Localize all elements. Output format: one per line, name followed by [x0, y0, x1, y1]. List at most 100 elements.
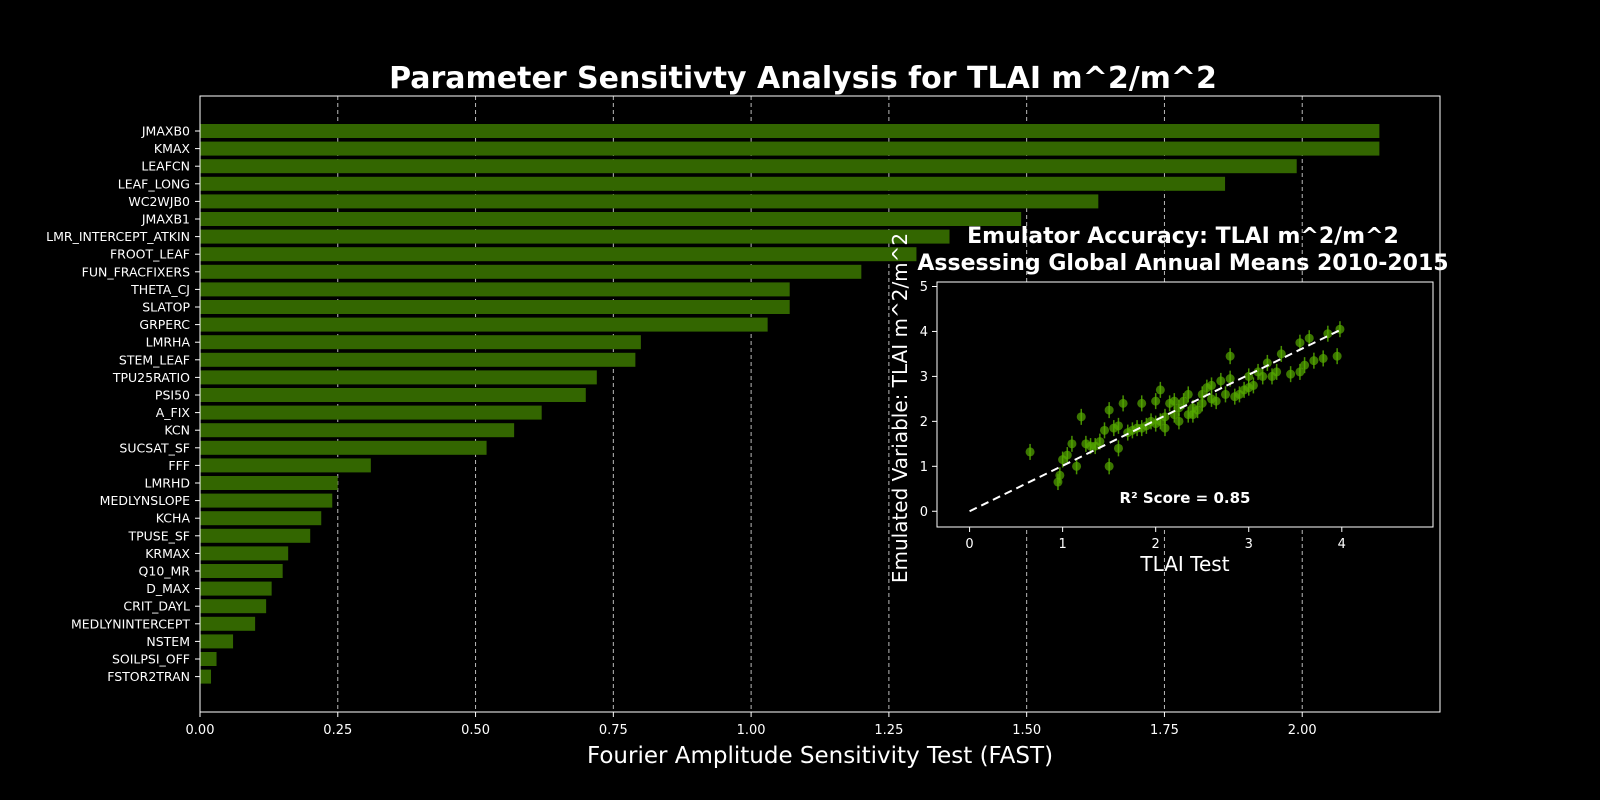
- bar: [200, 194, 1099, 209]
- scatter-point: [1286, 366, 1296, 383]
- bar: [200, 599, 267, 614]
- bar: [200, 352, 636, 367]
- main-x-tick-label: 0.50: [461, 723, 490, 738]
- category-label: PSI50: [155, 388, 190, 403]
- scatter-point: [1104, 402, 1114, 419]
- main-x-tick-label: 2.00: [1288, 723, 1317, 738]
- bar: [200, 388, 586, 402]
- scatter-point: [1248, 377, 1258, 394]
- main-x-tick-label: 1.50: [1012, 723, 1041, 738]
- scatter-point: [1323, 325, 1333, 342]
- scatter-point: [1151, 393, 1161, 410]
- main-category-labels: JMAXB0 KMAX LEAFCN LEAF_LONG WC2WJB0 JMAXB1 LM…: [46, 124, 200, 684]
- category-label: JMAXB0: [141, 124, 190, 139]
- category-label: LEAF_LONG: [118, 176, 190, 191]
- scatter-point: [1272, 363, 1282, 380]
- bar: [200, 669, 212, 684]
- inset-y-ticks: 0 1 2 3 4 5: [920, 280, 937, 520]
- scatter-point: [1169, 393, 1179, 410]
- scatter-point: [1025, 443, 1035, 460]
- category-label: LEAFCN: [141, 159, 190, 174]
- main-plot-frame: [199, 95, 1441, 713]
- category-label: TPUSE_SF: [127, 528, 190, 543]
- bar: [200, 440, 487, 455]
- scatter-point: [1183, 386, 1193, 403]
- bar: [200, 247, 917, 262]
- main-bars: [200, 124, 1380, 684]
- scatter-point: [1225, 348, 1235, 365]
- bar: [200, 493, 333, 508]
- scatter-point: [1100, 422, 1110, 439]
- inset-x-tick-label: 0: [965, 537, 973, 552]
- bar: [200, 124, 1380, 138]
- scatter-point: [1137, 395, 1147, 412]
- category-label: CRIT_DAYL: [123, 599, 190, 614]
- scatter-point: [1197, 395, 1207, 412]
- bar: [200, 652, 217, 666]
- main-x-tick-label: 0.25: [323, 723, 352, 738]
- scatter-point: [1155, 381, 1165, 398]
- scatter-point: [1318, 350, 1328, 367]
- scatter-point: [1062, 447, 1072, 464]
- main-x-tick-label: 1.75: [1150, 723, 1179, 738]
- inset-y-tick-label: 5: [920, 280, 928, 295]
- category-label: SLATOP: [142, 300, 190, 315]
- inset-chart-subtitle: Assessing Global Annual Means 2010-2015: [917, 251, 1448, 276]
- scatter-point: [1174, 413, 1184, 430]
- inset-x-ticks: 0 1 2 3 4: [965, 527, 1346, 552]
- category-label: LMRHD: [145, 476, 190, 491]
- inset-x-tick-label: 1: [1058, 537, 1066, 552]
- category-label: MEDLYNINTERCEPT: [71, 616, 190, 631]
- inset-y-tick-label: 3: [920, 370, 928, 385]
- scatter-point: [1211, 393, 1221, 410]
- bar: [200, 229, 950, 244]
- bar: [200, 581, 272, 596]
- inset-x-axis-label: TLAI Test: [1139, 552, 1229, 576]
- category-label: SOILPSI_OFF: [112, 652, 190, 667]
- bar: [200, 546, 289, 561]
- bar: [200, 564, 283, 578]
- inset-y-tick-label: 2: [920, 415, 928, 430]
- category-label: LMRHA: [146, 335, 191, 350]
- inset-y-tick-label: 0: [920, 505, 928, 520]
- category-label: GRPERC: [139, 317, 190, 332]
- inset-y-tick-label: 1: [920, 460, 928, 475]
- scatter-point: [1300, 357, 1310, 374]
- scatter-point: [1207, 377, 1217, 394]
- category-label: WC2WJB0: [128, 194, 190, 209]
- main-chart-title: Parameter Sensitivty Analysis for TLAI m…: [389, 61, 1217, 96]
- category-label: KCHA: [156, 511, 191, 526]
- category-label: Q10_MR: [139, 564, 191, 579]
- category-label: D_MAX: [146, 581, 190, 596]
- bar: [200, 141, 1380, 156]
- scatter-point: [1332, 348, 1342, 365]
- inset-chart-title: Emulator Accuracy: TLAI m^2/m^2: [967, 224, 1399, 249]
- main-x-ticks: 0.00 0.25 0.50 0.75 1.00 1.25 1.50 1.75 2.00: [186, 712, 1317, 738]
- category-label: NSTEM: [146, 634, 190, 649]
- inset-y-tick-label: 4: [920, 325, 928, 340]
- category-label: TPU25RATIO: [112, 370, 190, 385]
- bar: [200, 159, 1297, 174]
- scatter-point: [1216, 372, 1226, 389]
- bar: [200, 634, 234, 649]
- scatter-point: [1104, 458, 1114, 475]
- scatter-point: [1067, 435, 1077, 452]
- scatter-point: [1295, 334, 1305, 351]
- bar: [200, 476, 338, 490]
- scatter-point: [1304, 330, 1314, 347]
- scatter-point: [1113, 440, 1123, 457]
- scatter-point: [1262, 354, 1272, 371]
- scatter-point: [1174, 399, 1184, 416]
- inset-scatter-chart: Emulator Accuracy: TLAI m^2/m^2 Assessin…: [888, 224, 1449, 583]
- category-label: SUCSAT_SF: [119, 440, 190, 455]
- main-x-tick-label: 1.00: [737, 723, 766, 738]
- category-label: THETA_CJ: [130, 282, 190, 297]
- scatter-point: [1055, 467, 1065, 484]
- category-label: FSTOR2TRAN: [107, 669, 190, 684]
- scatter-point: [1072, 458, 1082, 475]
- scatter-point: [1258, 368, 1268, 385]
- main-x-tick-label: 1.25: [874, 723, 903, 738]
- scatter-point: [1193, 402, 1203, 419]
- bar: [200, 458, 371, 473]
